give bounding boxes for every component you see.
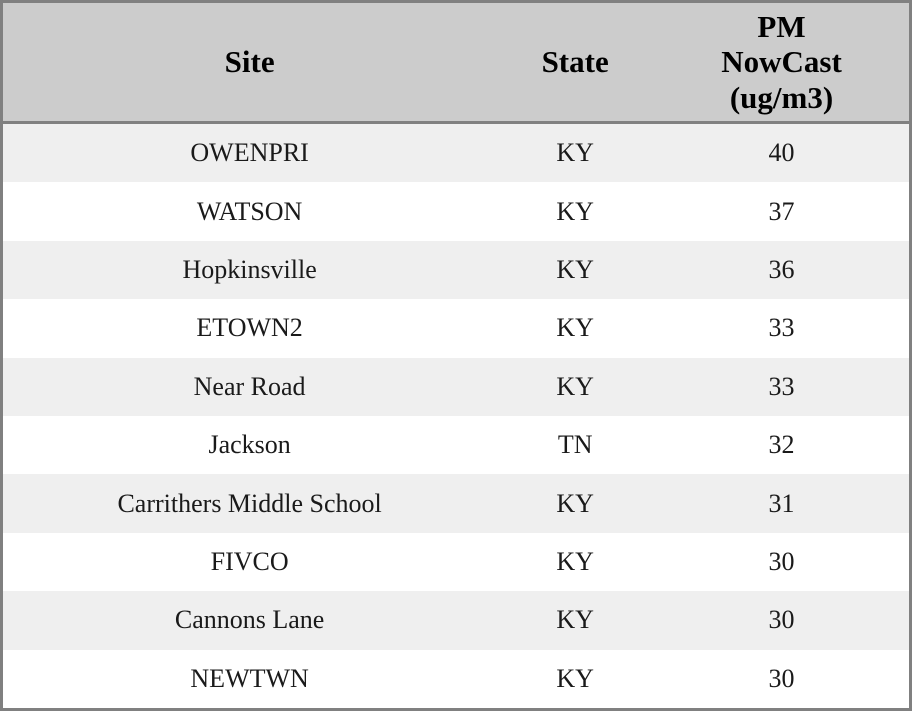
cell-pm-nowcast: 32: [654, 415, 909, 475]
column-header-pm-nowcast-line3: (ug/m3): [729, 79, 834, 115]
cell-site: FIVCO: [3, 532, 497, 592]
cell-site: Hopkinsville: [3, 240, 497, 300]
column-header-state-label: State: [541, 44, 609, 80]
column-header-pm-nowcast-line1: PM: [757, 9, 806, 44]
cell-pm-nowcast: 33: [654, 299, 909, 358]
cell-state: KY: [496, 240, 655, 300]
table-header: Site State PM NowCast (ug/m3): [3, 3, 909, 124]
cell-site: Carrithers Middle School: [3, 474, 497, 533]
cell-state: KY: [496, 649, 655, 708]
cell-site: WATSON: [3, 182, 497, 241]
cell-pm-nowcast: 30: [654, 532, 909, 592]
cell-state: KY: [496, 532, 655, 592]
cell-state: TN: [496, 415, 655, 475]
table-header-row: Site State PM NowCast (ug/m3): [3, 3, 909, 124]
table-row[interactable]: ETOWN2 KY 33: [3, 299, 909, 358]
column-header-site-label: Site: [224, 44, 275, 80]
cell-pm-nowcast: 37: [654, 182, 909, 241]
cell-pm-nowcast: 40: [654, 122, 909, 183]
cell-pm-nowcast: 33: [654, 357, 909, 416]
cell-site: Jackson: [3, 415, 497, 475]
table-row[interactable]: NEWTWN KY 30: [3, 649, 909, 708]
table-row[interactable]: Hopkinsville KY 36: [3, 240, 909, 300]
table-body: OWENPRI KY 40 WATSON KY 37 Hopkinsville …: [3, 122, 909, 708]
cell-site: ETOWN2: [3, 299, 497, 358]
table-row[interactable]: Jackson TN 32: [3, 415, 909, 475]
pm-nowcast-table: Site State PM NowCast (ug/m3) OWENPRI KY…: [3, 3, 909, 708]
cell-state: KY: [496, 182, 655, 241]
cell-pm-nowcast: 30: [654, 591, 909, 650]
table-row[interactable]: WATSON KY 37: [3, 182, 909, 241]
column-header-pm-nowcast-line2: NowCast: [721, 44, 842, 80]
column-header-site[interactable]: Site: [3, 3, 497, 124]
table-row[interactable]: OWENPRI KY 40: [3, 122, 909, 183]
column-header-state[interactable]: State: [496, 3, 655, 124]
cell-pm-nowcast: 36: [654, 240, 909, 300]
cell-site: OWENPRI: [3, 122, 497, 183]
table-row[interactable]: Carrithers Middle School KY 31: [3, 474, 909, 533]
cell-state: KY: [496, 122, 655, 183]
table-row[interactable]: Near Road KY 33: [3, 357, 909, 416]
cell-pm-nowcast: 31: [654, 474, 909, 533]
cell-site: Near Road: [3, 357, 497, 416]
column-header-pm-nowcast[interactable]: PM NowCast (ug/m3): [654, 3, 909, 124]
cell-pm-nowcast: 30: [654, 649, 909, 708]
cell-site: Cannons Lane: [3, 591, 497, 650]
cell-state: KY: [496, 357, 655, 416]
cell-state: KY: [496, 474, 655, 533]
cell-state: KY: [496, 299, 655, 358]
cell-site: NEWTWN: [3, 649, 497, 708]
table-row[interactable]: FIVCO KY 30: [3, 532, 909, 592]
cell-state: KY: [496, 591, 655, 650]
table-row[interactable]: Cannons Lane KY 30: [3, 591, 909, 650]
